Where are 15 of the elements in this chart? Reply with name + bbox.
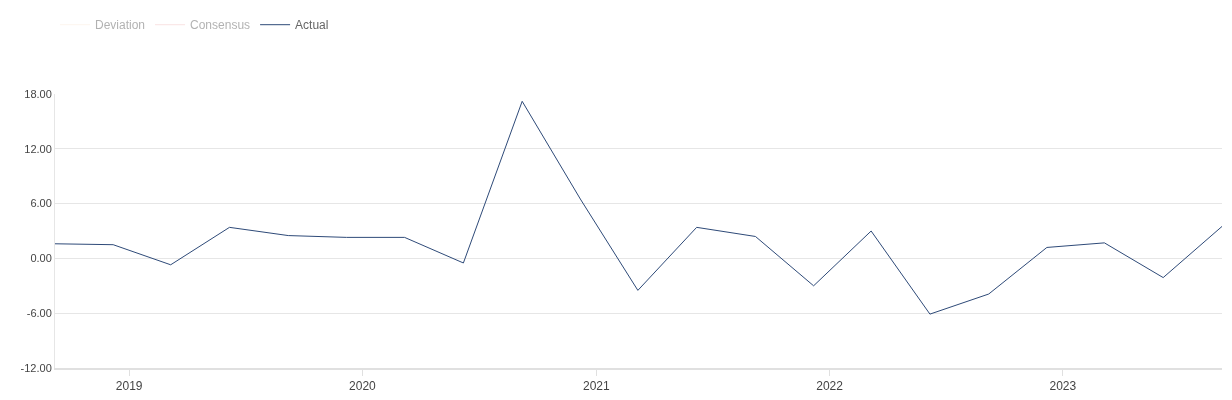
y-tick-label: 6.00 <box>30 197 52 210</box>
y-tick-label: 18.00 <box>24 87 52 100</box>
y-tick-label: -12.00 <box>20 361 52 374</box>
x-tick-label: 2020 <box>349 379 377 394</box>
x-tick-label: 2019 <box>115 379 143 394</box>
y-tick-label: -6.00 <box>26 307 52 320</box>
legend-label: Actual <box>295 18 329 33</box>
legend-label: Consensus <box>190 18 251 33</box>
x-tick-label: 2021 <box>582 379 610 394</box>
line-series <box>55 100 1222 315</box>
y-tick-label: 12.00 <box>24 142 52 155</box>
y-tick-label: 0.00 <box>30 252 52 265</box>
x-tick-label: 2022 <box>816 379 844 394</box>
legend-label: Deviation <box>95 18 146 33</box>
x-tick-label: 2023 <box>1049 379 1077 394</box>
